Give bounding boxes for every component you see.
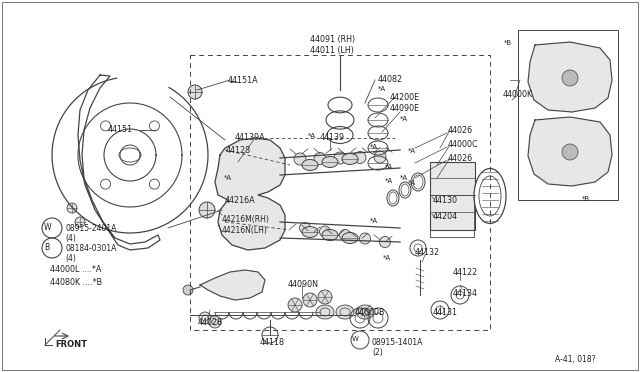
Text: 44122: 44122 [453,268,478,277]
Circle shape [374,151,386,163]
Circle shape [303,293,317,307]
Circle shape [183,285,193,295]
Circle shape [319,226,330,237]
Bar [518,30,618,200]
Text: *A: *A [224,175,232,181]
Text: A-41, 018?: A-41, 018? [555,355,596,364]
Text: 44139A: 44139A [235,133,266,142]
Text: 44082: 44082 [378,75,403,84]
Bar [430,162,475,230]
Text: 44000C: 44000C [448,140,479,149]
Circle shape [199,202,215,218]
Circle shape [209,316,221,328]
Text: 44200E: 44200E [390,93,420,102]
Circle shape [75,217,85,227]
Polygon shape [528,42,612,112]
Text: 44132: 44132 [415,248,440,257]
Text: 44000B: 44000B [355,308,385,317]
Text: 44131: 44131 [433,308,458,317]
Ellipse shape [322,230,338,241]
Circle shape [562,70,578,86]
Ellipse shape [302,227,318,237]
Ellipse shape [302,160,318,170]
Circle shape [188,85,202,99]
Circle shape [562,144,578,160]
Text: 44151: 44151 [108,125,133,134]
Circle shape [67,203,77,213]
Text: 44216N(LH): 44216N(LH) [222,226,268,235]
Text: 44080K ....*B: 44080K ....*B [50,278,102,287]
Ellipse shape [342,154,358,164]
Text: 44118: 44118 [260,338,285,347]
Text: 44151A: 44151A [228,76,259,85]
Text: 44011 (LH): 44011 (LH) [310,46,354,55]
Text: FRONT: FRONT [55,340,87,349]
Text: 44216A: 44216A [225,196,255,205]
Ellipse shape [316,305,334,319]
Circle shape [380,237,390,247]
Circle shape [314,153,326,164]
Text: 44130: 44130 [433,196,458,205]
Text: *A: *A [385,178,393,184]
Text: 44028: 44028 [198,318,223,327]
Text: 08915-2401A: 08915-2401A [65,224,116,233]
Circle shape [334,152,346,164]
Text: *A: *A [370,218,378,224]
Bar [430,195,474,237]
Text: 08915-1401A: 08915-1401A [372,338,424,347]
Circle shape [199,312,211,324]
Text: 44204: 44204 [433,212,458,221]
Text: (4): (4) [65,254,76,263]
Text: *B: *B [504,40,512,46]
Text: W: W [44,222,51,231]
Text: (4): (4) [65,234,76,243]
Ellipse shape [322,157,338,167]
Text: 44090E: 44090E [390,104,420,113]
Text: *B: *B [582,196,590,202]
Ellipse shape [474,169,506,224]
Text: 44000L ....*A: 44000L ....*A [50,265,101,274]
Circle shape [360,233,371,244]
Text: *A: *A [378,86,386,92]
Polygon shape [215,138,285,250]
Text: 44128: 44128 [226,146,251,155]
Text: *A: *A [385,164,393,170]
Ellipse shape [336,305,354,319]
Text: W: W [351,336,358,342]
Text: *A: *A [383,255,391,261]
Text: 44134: 44134 [453,289,478,298]
Text: 44216M(RH): 44216M(RH) [222,215,270,224]
Circle shape [288,298,302,312]
Ellipse shape [356,305,374,319]
Circle shape [300,222,310,234]
Polygon shape [200,270,265,300]
Text: 44026: 44026 [448,154,473,163]
Text: 08184-0301A: 08184-0301A [65,244,116,253]
Text: 44026: 44026 [448,126,473,135]
Text: 44139: 44139 [320,133,345,142]
Text: (2): (2) [372,348,383,357]
Text: *A: *A [408,180,416,186]
Circle shape [318,290,332,304]
Text: B: B [44,243,49,251]
Text: 44000K: 44000K [503,90,533,99]
Circle shape [339,230,351,241]
Text: 44090N: 44090N [288,280,319,289]
Circle shape [354,151,366,164]
Text: 44091 (RH): 44091 (RH) [310,35,355,44]
Circle shape [294,153,306,165]
Text: *A: *A [308,133,316,139]
Polygon shape [528,117,612,186]
Text: *A: *A [400,175,408,181]
Text: *A: *A [400,116,408,122]
Text: *A: *A [408,148,416,154]
Ellipse shape [342,232,358,244]
Text: *A: *A [370,144,378,150]
